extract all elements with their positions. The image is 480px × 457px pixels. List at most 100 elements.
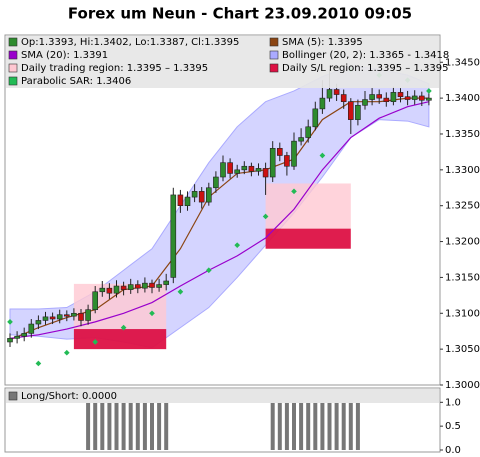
candle-body (191, 191, 198, 198)
candle-body (333, 89, 340, 95)
sar-dot (234, 242, 241, 248)
candle-body (92, 291, 98, 310)
panel-bar (284, 402, 289, 450)
legend-label: Bollinger (20, 2): 1.3365 - 1.3418 (282, 50, 449, 61)
candle-body (49, 316, 56, 320)
panel-bar (128, 402, 133, 450)
legend-swatch (8, 391, 18, 401)
legend-swatch (269, 37, 279, 47)
sar-dot (120, 324, 127, 331)
candle-body (184, 196, 191, 206)
candle-body (64, 314, 70, 317)
candle-body (120, 285, 127, 290)
y-tick-label: 1.3350 (445, 129, 480, 140)
legend-label: Daily S/L region: 1.3395 – 1.3395 (282, 63, 448, 74)
candle-body (149, 282, 155, 288)
candle-body (418, 95, 425, 101)
y-tick-label: 1.3150 (445, 272, 480, 283)
candle-body (35, 320, 42, 325)
sar-dot (426, 88, 432, 94)
sar-dot (177, 288, 184, 295)
candle-body (163, 280, 169, 285)
candle-body (284, 155, 290, 167)
candle-body (362, 99, 368, 106)
candle-body (404, 96, 411, 100)
sar-dot (149, 310, 155, 317)
candle-body (78, 312, 84, 321)
panel-bar (320, 402, 325, 450)
panel-tick-label: 0.0 (445, 445, 461, 456)
sar-dot (262, 213, 269, 220)
y-tick-label: 1.3000 (445, 380, 480, 391)
legend-label: Parabolic SAR: 1.3406 (21, 76, 131, 87)
legend-bg (6, 36, 439, 88)
panel-bar (327, 402, 332, 450)
candle-body (248, 165, 255, 172)
candle-body (213, 176, 219, 189)
panel-bar (135, 402, 140, 450)
candle-body (276, 148, 283, 156)
panel-legend-label: Long/Short: 0.0000 (21, 391, 117, 402)
region (73, 329, 167, 350)
candle-body (220, 162, 226, 178)
candle-body (298, 137, 304, 142)
legend-label: Op:1.3393, Hi:1.3402, Lo:1.3387, Cl:1.33… (21, 37, 239, 48)
panel-bar (348, 402, 353, 450)
region (265, 228, 351, 249)
candle-body (127, 284, 134, 290)
candle-body (255, 168, 262, 172)
y-tick-label: 1.3400 (445, 93, 480, 104)
legend-swatch (269, 50, 279, 60)
candle-body (347, 101, 354, 120)
sar-dot (291, 188, 297, 195)
sar-dot (63, 349, 70, 356)
candle-body (177, 194, 184, 206)
legend-label: Daily trading region: 1.3395 – 1.3395 (21, 63, 208, 74)
panel-bar (93, 402, 98, 450)
candle-body (340, 94, 347, 103)
panel-bar (100, 402, 105, 450)
candle-body (355, 104, 361, 120)
panel-bar (341, 402, 346, 450)
candle-body (383, 97, 390, 103)
candle-body (14, 335, 20, 339)
candle-body (269, 148, 276, 178)
panel-tick-label: 1.0 (445, 397, 461, 408)
sar-dot (205, 267, 212, 274)
candle-body (234, 169, 240, 174)
candle-body (312, 108, 319, 128)
panel-legend-bg (6, 389, 439, 403)
candle-body (262, 168, 269, 178)
region (265, 183, 351, 229)
panel-bar (142, 402, 147, 450)
candle-body (206, 187, 212, 203)
panel-bar (107, 402, 112, 450)
candle-body (21, 333, 28, 337)
candle-body (369, 94, 375, 100)
panel-bar (86, 402, 91, 450)
y-tick-label: 1.3300 (445, 165, 480, 176)
candle-body (106, 287, 113, 294)
sar-dot (92, 339, 99, 345)
candle-body (319, 97, 326, 110)
candle-body (326, 89, 333, 99)
y-tick-label: 1.3050 (445, 344, 480, 355)
panel-bar (277, 402, 282, 450)
candle-body (135, 284, 141, 289)
panel-bar (299, 402, 304, 450)
candle-body (170, 194, 177, 278)
candle-body (390, 92, 397, 103)
panel-bar (157, 402, 162, 450)
legend-swatch (8, 63, 18, 73)
legend-label: SMA (5): 1.3395 (282, 37, 363, 48)
candle-body (376, 94, 383, 99)
panel-tick-label: 0.5 (445, 421, 461, 432)
legend-swatch (8, 76, 18, 86)
candle-body (156, 284, 162, 288)
candle-body (71, 312, 77, 317)
candle-body (85, 309, 91, 321)
panel-bar (313, 402, 318, 450)
candle-body (291, 140, 297, 167)
panel-bar (121, 402, 126, 450)
